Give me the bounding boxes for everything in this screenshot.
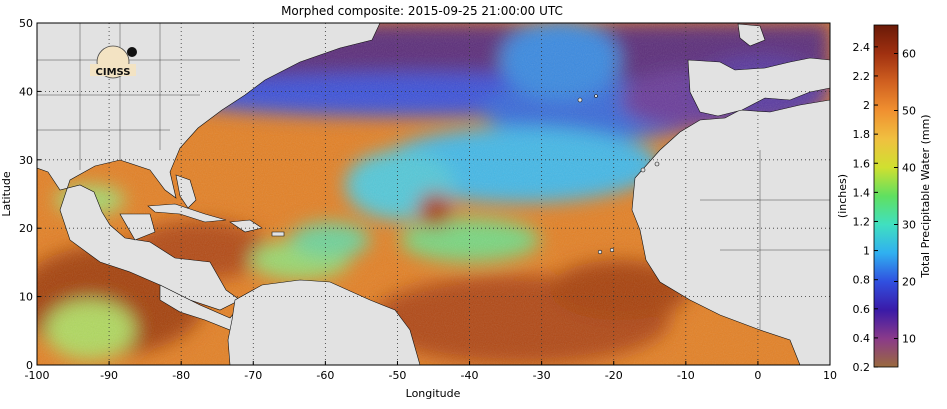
lat-tick-label: 40	[19, 85, 33, 98]
lon-axis: -100 -90 -80 -70 -60 -50 -40 -30 -20 -10 0 10	[25, 361, 837, 382]
colorbar-inch-tick-label: 1.2	[853, 215, 871, 228]
lon-tick-label: -60	[316, 369, 334, 382]
lon-tick-label: -40	[461, 369, 479, 382]
colorbar-inch-tick-label: 1.8	[853, 128, 871, 141]
colorbar-inch-tick-label: 2.2	[853, 70, 871, 83]
lon-tick-label: 10	[823, 369, 837, 382]
map-plot-area: CIMSS	[37, 23, 830, 365]
map-title: Morphed composite: 2015-09-25 21:00:00 U…	[281, 4, 563, 18]
colorbar-mm-tick-label: 60	[902, 48, 916, 61]
lon-tick-label: -10	[677, 369, 695, 382]
colorbar-inch-ticks: 0.2 0.4 0.6 0.8 1 1.2 1.4 1.6 1.8 2 2.2 2.4	[853, 41, 878, 374]
colorbar-mm-tick-label: 10	[902, 333, 916, 346]
colorbar-mm-ticks: 10 20 30 40 50 60	[894, 48, 916, 346]
political-borders	[37, 23, 830, 330]
lon-tick-label: -50	[388, 369, 406, 382]
colorbar: 10 20 30 40 50 60 0.2 0.4 0.6 0.8 1 1.2 1.4 1.6 1.8 2 2…	[836, 24, 932, 374]
lon-tick-label: -80	[172, 369, 190, 382]
colorbar-inch-tick-label: 2	[863, 99, 870, 112]
lon-tick-label: -30	[533, 369, 551, 382]
colorbar-inch-tick-label: 0.4	[853, 332, 871, 345]
lat-tick-label: 50	[19, 17, 33, 30]
colorbar-mm-tick-label: 50	[902, 105, 916, 118]
y-axis-label: Latitude	[0, 171, 13, 217]
colorbar-inch-tick-label: 2.4	[853, 41, 871, 54]
colorbar-inch-tick-label: 0.8	[853, 274, 871, 287]
colorbar-mm-label: Total Precipitable Water (mm)	[919, 114, 932, 278]
cimss-logo-text: CIMSS	[96, 67, 131, 78]
lat-tick-label: 20	[19, 222, 33, 235]
colorbar-inch-tick-label: 0.6	[853, 303, 871, 316]
map-frame	[36, 22, 831, 366]
x-axis-label: Longitude	[406, 387, 461, 400]
colorbar-mm-tick-label: 40	[902, 162, 916, 175]
lat-tick-label: 0	[26, 359, 33, 372]
colorbar-inch-tick-label: 0.2	[853, 361, 871, 374]
colorbar-mm-tick-label: 20	[902, 276, 916, 289]
lon-tick-label: -90	[100, 369, 118, 382]
colorbar-inch-tick-label: 1	[863, 245, 870, 258]
colorbar-inch-label: (inches)	[836, 174, 849, 218]
lon-tick-label: -20	[605, 369, 623, 382]
map-gridlines	[37, 23, 830, 365]
lon-tick-label: -70	[244, 369, 262, 382]
colorbar-mm-tick-label: 30	[902, 219, 916, 232]
colorbar-inch-tick-label: 1.6	[853, 157, 871, 170]
lat-axis: 0 10 20 30 40 50	[19, 17, 41, 372]
land-masses	[37, 23, 830, 365]
cimss-logo: CIMSS	[90, 45, 137, 79]
colorbar-inch-tick-label: 1.4	[853, 186, 871, 199]
colorbar-gradient	[873, 24, 899, 368]
lat-tick-label: 30	[19, 154, 33, 167]
lon-tick-label: -100	[25, 369, 50, 382]
lat-tick-label: 10	[19, 291, 33, 304]
lon-tick-label: 0	[754, 369, 761, 382]
